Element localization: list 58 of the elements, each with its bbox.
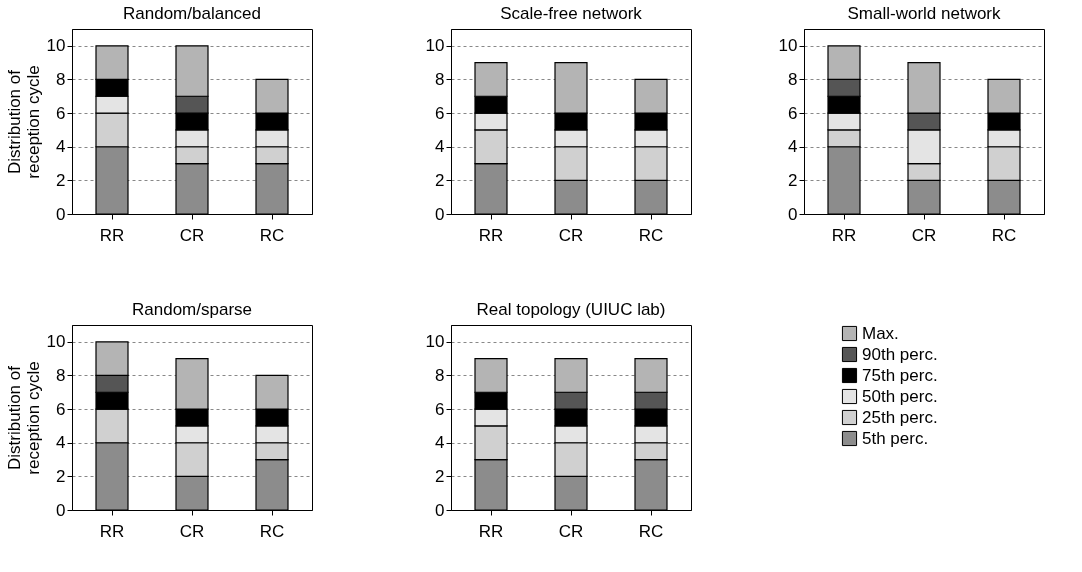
y-tick-label: 4	[435, 433, 445, 453]
y-tick-label: 10	[46, 36, 66, 56]
y-tick-label: 4	[56, 137, 66, 157]
legend-label: 50th perc.	[862, 386, 938, 406]
y-tick-label: 6	[435, 103, 445, 123]
legend-label: 90th perc.	[862, 344, 938, 364]
chart-title: Scale-free network	[500, 4, 643, 23]
x-tick-label: CR	[558, 521, 584, 541]
y-tick-label: 8	[435, 69, 445, 89]
x-tick-label: CR	[911, 225, 937, 245]
y-tick-label: 2	[56, 466, 66, 486]
y-tick-label: 6	[435, 399, 445, 419]
x-tick-label: RC	[259, 521, 285, 541]
y-tick-label: 4	[788, 137, 798, 157]
y-tick-label: 4	[56, 433, 66, 453]
y-tick-label: 2	[788, 170, 798, 190]
chart-title: Random/balanced	[123, 4, 261, 23]
y-axis-title: Distribution of reception cycle	[4, 361, 43, 475]
y-tick-label: 8	[56, 69, 66, 89]
x-tick-label: RR	[478, 521, 504, 541]
y-tick-label: 10	[46, 332, 66, 352]
y-tick-label: 10	[778, 36, 798, 56]
y-tick-label: 0	[56, 500, 66, 520]
x-tick-label: CR	[179, 225, 205, 245]
x-tick-label: RR	[99, 521, 125, 541]
x-tick-label: CR	[179, 521, 205, 541]
y-tick-label: 10	[425, 332, 445, 352]
y-tick-label: 8	[435, 365, 445, 385]
y-tick-label: 0	[435, 204, 445, 224]
y-tick-label: 8	[56, 365, 66, 385]
y-axis-title: Distribution of reception cycle	[4, 65, 43, 179]
y-tick-label: 10	[425, 36, 445, 56]
chart-title: Random/sparse	[131, 300, 253, 319]
chart-title: Real topology (UIUC lab)	[476, 300, 666, 319]
x-tick-label: RC	[991, 225, 1017, 245]
legend-label: 25th perc.	[862, 407, 938, 427]
x-tick-label: RR	[831, 225, 857, 245]
y-tick-label: 2	[435, 170, 445, 190]
y-tick-label: 2	[56, 170, 66, 190]
x-tick-label: RR	[478, 225, 504, 245]
x-tick-label: RC	[638, 225, 664, 245]
x-tick-label: RC	[638, 521, 664, 541]
y-tick-label: 6	[56, 399, 66, 419]
y-tick-label: 0	[435, 500, 445, 520]
chart-title: Small-world network	[847, 4, 1002, 23]
y-tick-label: 2	[435, 466, 445, 486]
legend-label: 5th perc.	[862, 428, 929, 448]
y-tick-label: 6	[56, 103, 66, 123]
x-tick-label: RC	[259, 225, 285, 245]
y-tick-label: 8	[788, 69, 798, 89]
y-tick-label: 0	[788, 204, 798, 224]
x-tick-label: RR	[99, 225, 125, 245]
legend-label: 75th perc.	[862, 365, 938, 385]
y-tick-label: 4	[435, 137, 445, 157]
y-tick-label: 6	[788, 103, 798, 123]
x-tick-label: CR	[558, 225, 584, 245]
y-tick-label: 0	[56, 204, 66, 224]
legend-label: Max.	[862, 323, 899, 343]
